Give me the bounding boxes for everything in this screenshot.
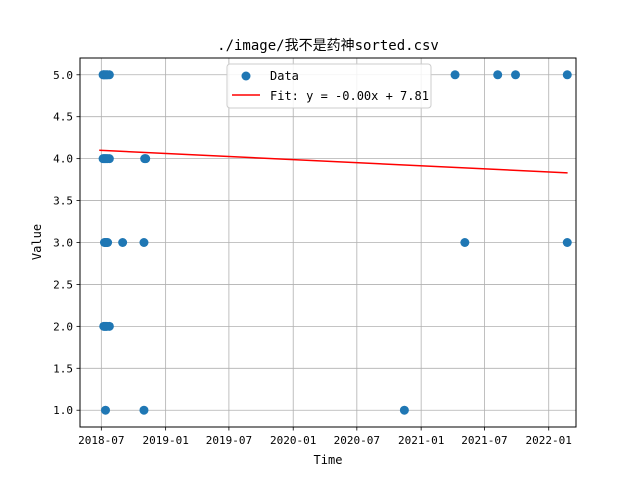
data-point (562, 70, 572, 80)
data-point (139, 405, 149, 415)
y-axis-ticks: 1.0 1.5 2.0 2.5 3.0 3.5 4.0 4.5 5.0 (53, 69, 80, 417)
data-point (141, 154, 151, 164)
x-tick-label: 2020-07 (334, 434, 380, 447)
x-axis-ticks: 2018-07 2019-01 2019-07 2020-01 2020-07 2021-… (78, 427, 572, 447)
y-axis-label: Value (30, 224, 44, 260)
x-tick-label: 2018-07 (78, 434, 124, 447)
data-point (139, 238, 149, 247)
data-point (562, 238, 572, 247)
data-points (98, 70, 572, 415)
chart-title: ./image/我不是药神sorted.csv (217, 38, 439, 54)
data-point (103, 238, 113, 247)
data-point (493, 70, 503, 80)
data-point (399, 405, 409, 415)
data-point (104, 70, 114, 80)
x-tick-label: 2019-07 (206, 434, 252, 447)
x-tick-label: 2021-01 (398, 434, 444, 447)
x-tick-label: 2019-01 (142, 434, 188, 447)
x-tick-label: 2020-01 (270, 434, 316, 447)
legend-box (226, 63, 432, 109)
data-point (101, 405, 111, 415)
fit-line-group (99, 149, 568, 174)
y-tick-label: 2.5 (53, 278, 73, 291)
data-point (450, 70, 460, 80)
y-tick-label: 3.0 (53, 237, 73, 250)
data-point (104, 321, 114, 331)
y-tick-label: 3.5 (53, 195, 73, 208)
x-tick-label: 2022-01 (526, 434, 572, 447)
legend-marker-data (241, 71, 251, 81)
grid-lines (80, 58, 576, 427)
data-point (460, 238, 470, 247)
x-tick-label: 2021-07 (461, 434, 507, 447)
data-point (511, 70, 521, 80)
y-tick-label: 4.0 (53, 153, 73, 166)
y-tick-label: 4.5 (53, 111, 73, 124)
data-point (104, 154, 114, 164)
fit-line (99, 149, 568, 174)
legend-label-fit: Fit: y = -0.00x + 7.81 (270, 89, 429, 103)
legend-label-data: Data (270, 69, 299, 83)
y-tick-label: 1.5 (53, 362, 73, 375)
data-point (118, 238, 128, 247)
x-axis-label: Time (314, 453, 343, 467)
y-tick-label: 5.0 (53, 69, 73, 82)
y-tick-label: 1.0 (53, 404, 73, 417)
legend: Data Fit: y = -0.00x + 7.81 (226, 63, 432, 109)
y-tick-label: 2.0 (53, 320, 73, 333)
